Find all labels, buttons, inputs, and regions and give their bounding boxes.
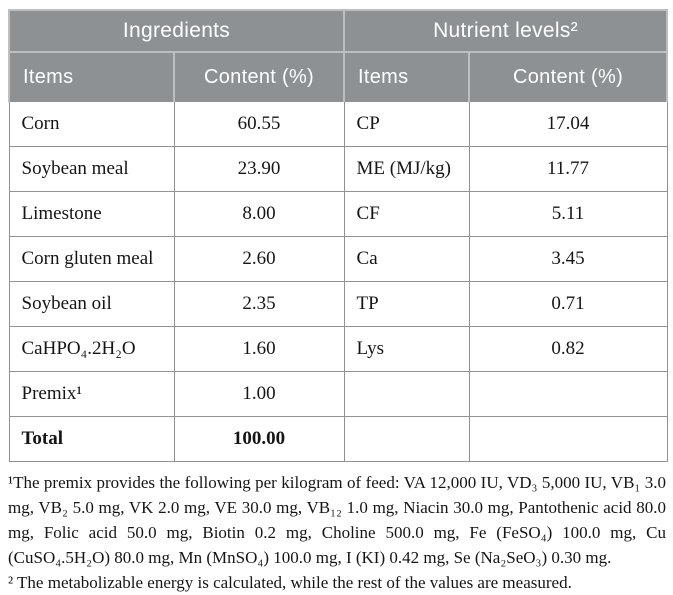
ingredient-name-cell: Premix¹ [8,371,175,417]
table-row: Limestone 8.00 CF 5.11 [8,191,668,237]
nutrient-content-cell [468,371,668,417]
nutrient-content-cell: 11.77 [468,146,668,192]
ingredient-name-cell: CaHPO₄.2H₂O [8,326,175,372]
col-header-ingredient-content: Content (%) [172,51,346,102]
ingredient-content-cell: 2.60 [173,236,345,282]
nutrient-content-cell: 3.45 [468,236,668,282]
feed-composition-table: Ingredients Nutrient levels² Items Conte… [7,9,669,462]
ingredient-content-cell: 1.60 [173,326,345,372]
table-row: Corn 60.55 CP 17.04 [8,101,668,147]
col-header-nutrient-content: Content (%) [468,51,669,102]
ingredient-name-cell: Corn gluten meal [8,236,175,282]
ingredient-name-cell: Total [8,416,175,462]
ingredient-name-cell: Limestone [8,191,175,237]
group-header-row: Ingredients Nutrient levels² [7,9,669,53]
nutrient-name-cell: CP [343,101,470,147]
nutrient-content-cell: 17.04 [468,101,668,147]
table-row: CaHPO₄.2H₂O 1.60 Lys 0.82 [8,326,668,372]
nutrient-name-cell [343,416,470,462]
table-footnotes: ¹The premix provides the following per k… [8,470,666,595]
column-header-row: Items Content (%) Items Content (%) [8,51,669,102]
nutrient-content-cell: 0.82 [468,326,668,372]
nutrient-name-cell: TP [343,281,470,327]
ingredient-content-cell: 60.55 [173,101,345,147]
table-row: Soybean oil 2.35 TP 0.71 [8,281,668,327]
nutrient-name-cell [343,371,470,417]
ingredient-content-cell: 100.00 [173,416,345,462]
nutrient-name-cell: ME (MJ/kg) [343,146,470,192]
ingredient-content-cell: 2.35 [173,281,345,327]
table-row: Soybean meal 23.90 ME (MJ/kg) 11.77 [8,146,668,192]
nutrient-content-cell [468,416,668,462]
footnote-premix: ¹The premix provides the following per k… [8,473,666,567]
nutrient-name-cell: Ca [343,236,470,282]
nutrient-name-cell: CF [343,191,470,237]
ingredient-content-cell: 8.00 [173,191,345,237]
nutrient-content-cell: 5.11 [468,191,668,237]
group-header-nutrient-levels: Nutrient levels² [343,9,669,53]
nutrient-content-cell: 0.71 [468,281,668,327]
col-header-ingredient-items: Items [8,51,175,102]
ingredient-name-cell: Corn [8,101,175,147]
table-row-total: Total 100.00 [8,416,668,462]
col-header-nutrient-items: Items [343,51,471,102]
nutrient-name-cell: Lys [343,326,470,372]
ingredient-name-cell: Soybean meal [8,146,175,192]
group-header-ingredients: Ingredients [7,9,346,53]
table-row: Corn gluten meal 2.60 Ca 3.45 [8,236,668,282]
ingredient-name-cell: Soybean oil [8,281,175,327]
ingredient-content-cell: 1.00 [173,371,345,417]
footnote-metabolizable-energy: ² The metabolizable energy is calculated… [8,573,572,592]
ingredient-content-cell: 23.90 [173,146,345,192]
table-row: Premix¹ 1.00 [8,371,668,417]
